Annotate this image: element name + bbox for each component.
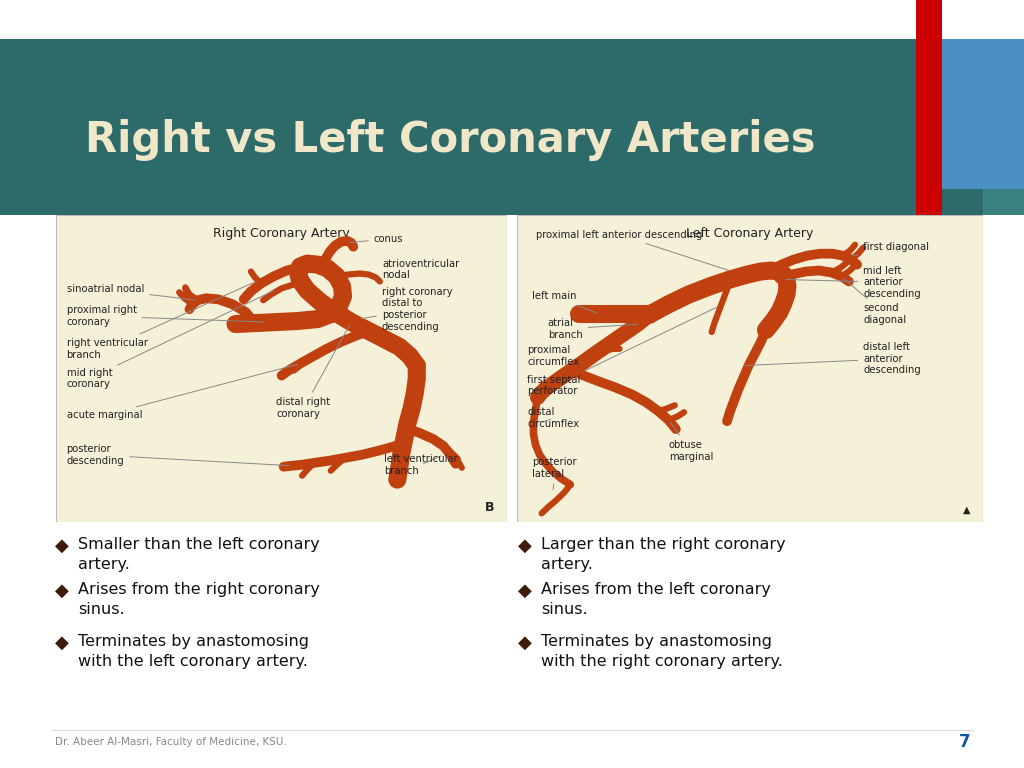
Text: left ventricular
branch: left ventricular branch [384, 454, 458, 475]
Text: Terminates by anastomosing
with the left coronary artery.: Terminates by anastomosing with the left… [78, 634, 309, 669]
Text: Smaller than the left coronary
artery.: Smaller than the left coronary artery. [78, 538, 319, 572]
Text: B: B [485, 502, 495, 515]
Bar [916, 0, 942, 215]
Text: distal
circumflex: distal circumflex [527, 407, 580, 429]
Text: Arises from the right coronary
sinus.: Arises from the right coronary sinus. [78, 582, 319, 617]
Text: ◆: ◆ [55, 582, 69, 600]
Text: mid left
anterior
descending: mid left anterior descending [786, 266, 921, 299]
Text: Right vs Left Coronary Arteries: Right vs Left Coronary Arteries [85, 119, 816, 161]
Text: conus: conus [350, 233, 403, 243]
Text: second
diagonal: second diagonal [844, 278, 906, 325]
Text: Larger than the right coronary
artery.: Larger than the right coronary artery. [541, 538, 785, 572]
Text: left main: left main [532, 291, 596, 313]
Text: atrial
branch: atrial branch [548, 318, 637, 339]
Bar [942, 38, 1024, 189]
Text: first septal
perforator: first septal perforator [527, 307, 717, 396]
Text: ◆: ◆ [55, 538, 69, 555]
Polygon shape [916, 38, 1024, 215]
Text: Terminates by anastomosing
with the right coronary artery.: Terminates by anastomosing with the righ… [541, 634, 783, 669]
Text: mid right
coronary: mid right coronary [67, 290, 274, 389]
Text: 7: 7 [958, 733, 970, 751]
Polygon shape [916, 38, 983, 215]
Text: ◆: ◆ [55, 634, 69, 652]
Text: first diagonal: first diagonal [853, 242, 929, 256]
Text: atrioventricular
nodal: atrioventricular nodal [376, 259, 459, 280]
Text: Left Coronary Artery: Left Coronary Artery [686, 227, 813, 240]
Text: ▲: ▲ [964, 505, 971, 515]
Text: ◆: ◆ [518, 582, 531, 600]
Text: proximal right
coronary: proximal right coronary [67, 306, 263, 327]
Text: ◆: ◆ [518, 634, 531, 652]
Bar [0, 38, 916, 215]
Text: Dr. Abeer Al-Masri, Faculty of Medicine, KSU.: Dr. Abeer Al-Masri, Faculty of Medicine,… [55, 737, 287, 747]
Text: right coronary
distal to
posterior
descending: right coronary distal to posterior desce… [361, 286, 453, 332]
Text: Arises from the left coronary
sinus.: Arises from the left coronary sinus. [541, 582, 771, 617]
Text: distal left
anterior
descending: distal left anterior descending [745, 342, 921, 376]
Text: Right Coronary Artery: Right Coronary Artery [213, 227, 350, 240]
Text: acute marginal: acute marginal [67, 364, 297, 420]
Text: proximal
circumflex: proximal circumflex [527, 345, 583, 366]
Text: proximal left anterior descending: proximal left anterior descending [537, 230, 729, 270]
Text: ◆: ◆ [518, 538, 531, 555]
Text: posterior
lateral: posterior lateral [532, 457, 578, 490]
Text: obtuse
marginal: obtuse marginal [669, 422, 713, 462]
Text: posterior
descending: posterior descending [67, 444, 289, 465]
Text: right ventricular
branch: right ventricular branch [67, 283, 254, 359]
Text: sinoatrial nodal: sinoatrial nodal [67, 284, 195, 300]
Bar [0, 0, 1024, 38]
Text: distal right
coronary: distal right coronary [276, 325, 350, 419]
